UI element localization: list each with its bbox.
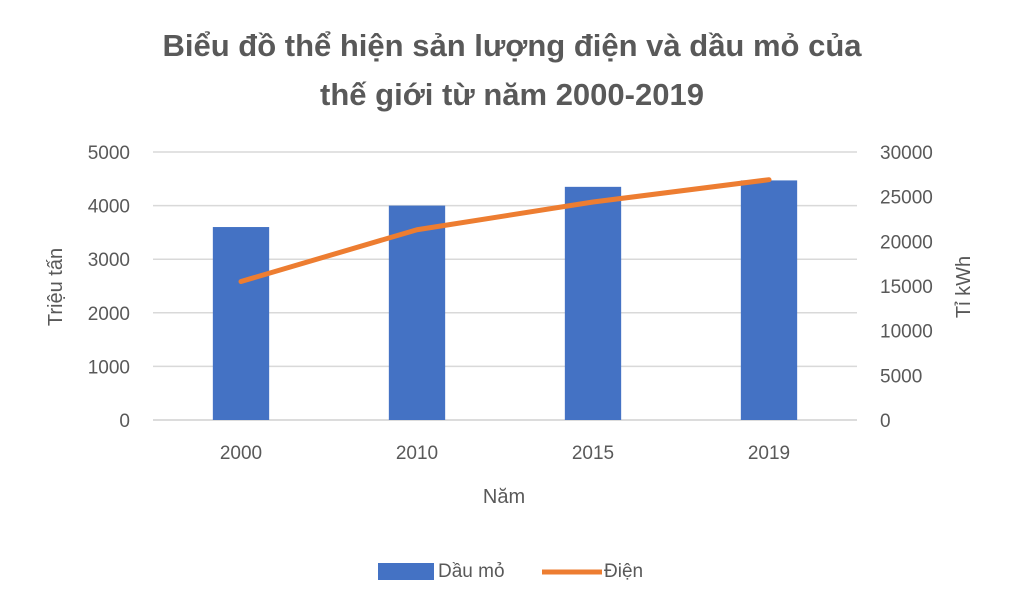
y-right-tick-label: 15000: [880, 277, 933, 298]
y-right-tick-label: 20000: [880, 232, 933, 253]
bar-dau-mo: [388, 205, 446, 420]
y-left-tick-label: 0: [119, 411, 130, 432]
y-left-tick-label: 1000: [88, 357, 130, 378]
x-tick-label: 2000: [220, 443, 262, 464]
legend: Dầu mỏ Điện: [378, 561, 643, 582]
left-axis-ticks: 0 1000 2000 3000 4000 5000: [88, 143, 130, 432]
y-right-tick-label: 5000: [880, 366, 922, 387]
x-tick-label: 2019: [748, 443, 790, 464]
y-right-tick-label: 0: [880, 411, 891, 432]
legend-label-dien: Điện: [604, 561, 643, 582]
y-left-tick-label: 4000: [88, 197, 130, 218]
x-axis-ticks: 2000 2010 2015 2019: [220, 443, 790, 464]
bar-series-dau-mo: [212, 180, 798, 420]
y-axis-left-label: Triệu tấn: [45, 248, 67, 326]
line-dien: [238, 177, 772, 285]
bar-dau-mo: [212, 227, 270, 420]
bar-dau-mo: [564, 186, 622, 420]
x-tick-label: 2010: [396, 443, 438, 464]
y-left-tick-label: 2000: [88, 304, 130, 325]
legend-label-dau-mo: Dầu mỏ: [438, 561, 505, 582]
y-left-tick-label: 3000: [88, 250, 130, 271]
y-right-tick-label: 10000: [880, 322, 933, 343]
legend-swatch-dau-mo: [378, 563, 434, 580]
x-tick-label: 2015: [572, 443, 614, 464]
y-left-tick-label: 5000: [88, 143, 130, 164]
y-right-tick-label: 25000: [880, 188, 933, 209]
gridlines: [153, 151, 857, 421]
right-axis-ticks: 0 5000 10000 15000 20000 25000 30000: [880, 143, 933, 432]
x-axis-label: Năm: [483, 486, 525, 508]
y-axis-right-label: Tỉ kWh: [953, 256, 975, 318]
chart-title-line-1: Biểu đồ thể hiện sản lượng điện và dầu m…: [162, 28, 862, 63]
chart-title-line-2: thế giới từ năm 2000-2019: [320, 77, 704, 112]
y-right-tick-label: 30000: [880, 143, 933, 164]
bar-dau-mo: [740, 180, 798, 420]
line-series-dien: [238, 177, 772, 285]
